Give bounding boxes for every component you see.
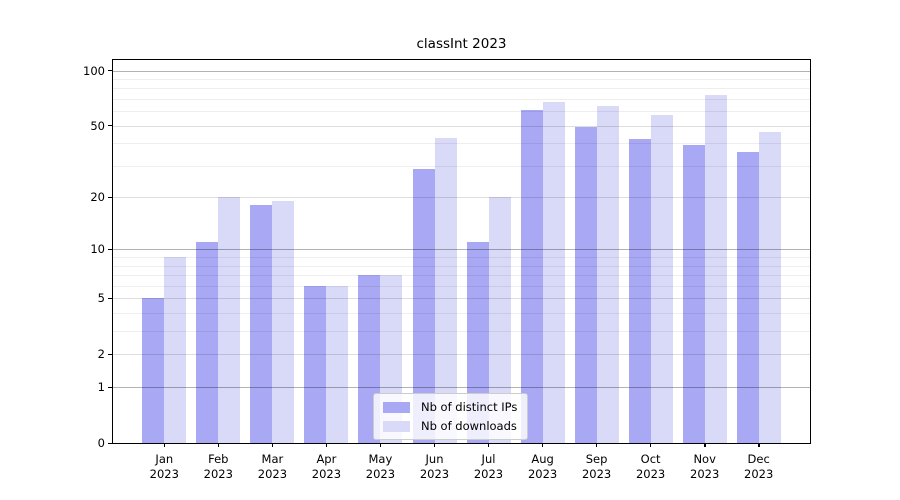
- legend-row-distinct-ips: Nb of distinct IPs: [383, 401, 517, 413]
- bar-distinct-ips-jan: [142, 298, 165, 443]
- bar-distinct-ips-jun: [412, 168, 435, 443]
- y-tick-label: 1: [97, 380, 105, 395]
- x-tick-mark: [217, 443, 220, 447]
- y-tick-mark: [108, 196, 112, 199]
- minor-gridline: [113, 257, 810, 259]
- bar-downloads-aug: [542, 102, 565, 443]
- y-tick-label: 0: [97, 436, 105, 450]
- bar-downloads-feb: [218, 197, 241, 443]
- y-tick-label: 50: [90, 118, 105, 133]
- bar-distinct-ips-oct: [628, 139, 651, 443]
- bar-distinct-ips-mar: [250, 205, 273, 443]
- x-tick-label: Jan 2023: [149, 452, 179, 481]
- minor-gridline: [113, 98, 810, 100]
- legend-label-downloads: Nb of downloads: [421, 419, 517, 433]
- plot-area: 0 1 2 5 10 20 50 100 Jan 2023 Feb 2023 Mar 2023 Apr…: [83, 59, 811, 481]
- minor-gridline: [113, 313, 810, 315]
- y-tick-label: 2: [97, 347, 105, 362]
- bar-downloads-sep: [596, 106, 619, 443]
- legend-swatch-distinct-ips: [383, 401, 410, 413]
- bar-distinct-ips-apr: [304, 285, 327, 443]
- chart-title: classInt 2023: [416, 36, 507, 52]
- bar-downloads-dec: [758, 132, 781, 443]
- x-tick-mark: [758, 443, 760, 447]
- x-tick-label: Dec 2023: [744, 452, 774, 481]
- bar-distinct-ips-jul: [466, 242, 489, 443]
- y-tick-label: 5: [97, 291, 105, 306]
- bar-downloads-apr: [326, 285, 349, 443]
- x-tick-mark: [325, 443, 328, 447]
- minor-gridline: [113, 78, 810, 80]
- y-tick-label: 100: [83, 63, 105, 78]
- bar-downloads-nov: [704, 94, 727, 443]
- x-tick-label: Jul 2023: [473, 452, 504, 481]
- y-tick-mark: [108, 353, 112, 356]
- x-tick-label: Nov 2023: [690, 452, 720, 481]
- y-tick-label: 20: [90, 190, 105, 205]
- minor-gridline: [113, 143, 810, 145]
- x-tick-mark: [379, 443, 382, 447]
- x-tick-label: Mar 2023: [257, 452, 288, 481]
- legend-row-downloads: Nb of downloads: [383, 420, 517, 432]
- x-tick-mark: [271, 443, 274, 447]
- x-tick-label: Aug 2023: [527, 452, 558, 481]
- x-tick-mark: [650, 443, 652, 447]
- x-tick-mark: [163, 443, 166, 447]
- bar-downloads-jun: [434, 137, 457, 443]
- major-gridline: [113, 70, 810, 72]
- minor-gridline: [113, 111, 810, 113]
- x-tick-mark: [488, 443, 490, 447]
- legend-swatch-downloads: [383, 420, 410, 432]
- minor-gridline: [113, 331, 810, 333]
- major-gridline: [113, 197, 810, 199]
- legend: Nb of distinct IPs Nb of downloads: [373, 393, 529, 440]
- y-tick-mark: [108, 248, 112, 251]
- minor-gridline: [113, 275, 810, 277]
- y-tick-label: 10: [90, 242, 105, 257]
- bar-distinct-ips-dec: [736, 151, 759, 443]
- x-tick-label: Jun 2023: [419, 452, 450, 481]
- y-tick-mark: [108, 442, 112, 444]
- x-tick-mark: [542, 443, 544, 447]
- bar-downloads-mar: [272, 201, 295, 443]
- bar-distinct-ips-aug: [520, 109, 543, 443]
- x-tick-label: Feb 2023: [203, 452, 233, 481]
- minor-gridline: [113, 88, 810, 90]
- legend-label-distinct-ips: Nb of distinct IPs: [421, 400, 518, 414]
- minor-gridline: [113, 165, 810, 167]
- y-tick-mark: [108, 297, 112, 300]
- bar-distinct-ips-feb: [196, 242, 219, 443]
- x-tick-label: Oct 2023: [635, 452, 666, 481]
- x-tick-label: Sep 2023: [581, 452, 612, 481]
- x-tick-label: Apr 2023: [311, 452, 342, 481]
- x-tick-mark: [704, 443, 706, 447]
- x-tick-mark: [596, 443, 598, 447]
- bar-distinct-ips-sep: [574, 127, 597, 443]
- major-gridline: [113, 125, 810, 127]
- minor-gridline: [113, 265, 810, 267]
- major-gridline: [113, 249, 810, 251]
- major-gridline: [113, 354, 810, 356]
- x-tick-label: May 2023: [365, 452, 396, 481]
- y-tick-mark: [108, 386, 112, 388]
- major-gridline: [113, 387, 810, 389]
- bar-downloads-jul: [488, 197, 511, 443]
- bar-downloads-oct: [650, 115, 673, 443]
- bar-distinct-ips-nov: [682, 145, 705, 443]
- y-tick-mark: [108, 70, 112, 72]
- minor-gridline: [113, 285, 810, 287]
- y-tick-mark: [108, 125, 112, 127]
- x-tick-mark: [434, 443, 436, 447]
- major-gridline: [113, 298, 810, 300]
- bar-downloads-jan: [164, 257, 187, 443]
